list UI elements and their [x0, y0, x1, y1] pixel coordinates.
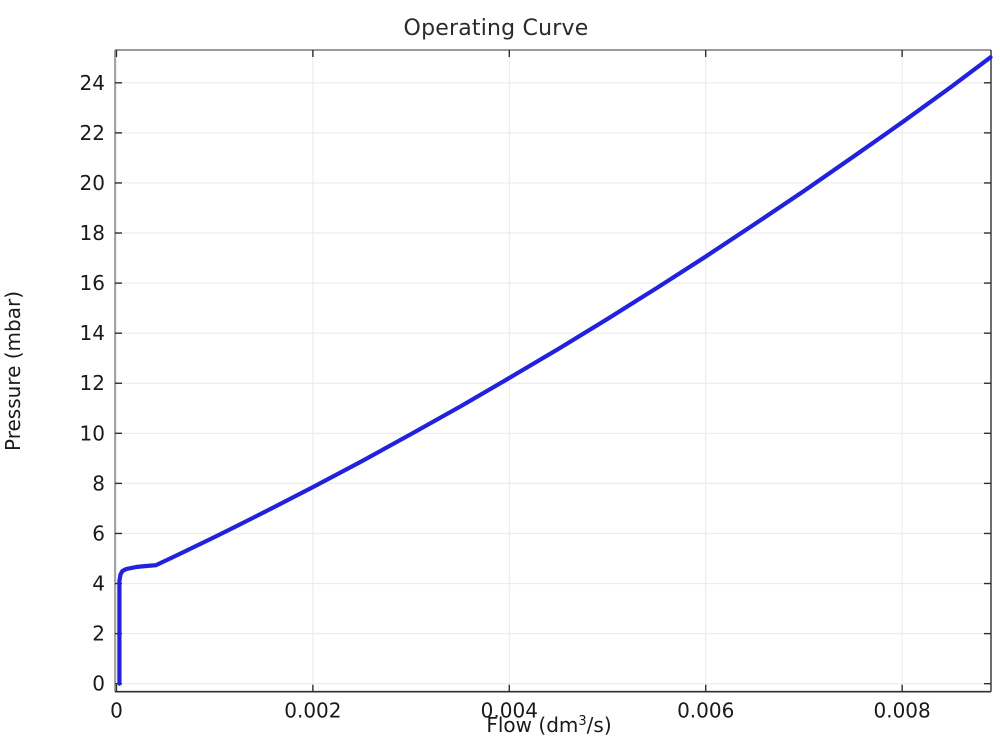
operating-curve-line — [117, 55, 993, 686]
y-tick-label: 16 — [80, 271, 105, 295]
y-tick-label: 14 — [80, 321, 105, 345]
chart-title: Operating Curve — [403, 16, 589, 41]
x-tick-label: 0.002 — [284, 699, 341, 723]
y-tick-label: 24 — [80, 71, 105, 95]
x-axis-label-suffix: /s) — [586, 713, 612, 737]
y-tick-label: 10 — [80, 421, 105, 445]
y-tick-label: 20 — [80, 171, 105, 195]
y-tick-label: 18 — [80, 221, 105, 245]
x-tick-label: 0.006 — [677, 699, 734, 723]
x-axis-label-superscript: 3 — [578, 714, 587, 729]
y-tick-label: 8 — [92, 471, 105, 495]
y-axis-label: Pressure (mbar) — [1, 290, 25, 452]
x-axis-label: Flow (dm3/s) — [486, 713, 611, 737]
x-tick-label: 0.004 — [481, 699, 538, 723]
y-tick-label: 12 — [80, 371, 105, 395]
x-tick-label: 0.008 — [873, 699, 930, 723]
x-axis-label-prefix: Flow (dm — [486, 713, 579, 737]
y-tick-label: 0 — [92, 672, 105, 696]
y-tick-label: 2 — [92, 622, 105, 646]
x-tick-label: 0 — [110, 699, 123, 723]
y-tick-label: 4 — [92, 572, 105, 596]
y-tick-label: 6 — [92, 521, 105, 545]
y-tick-label: 22 — [80, 121, 105, 145]
